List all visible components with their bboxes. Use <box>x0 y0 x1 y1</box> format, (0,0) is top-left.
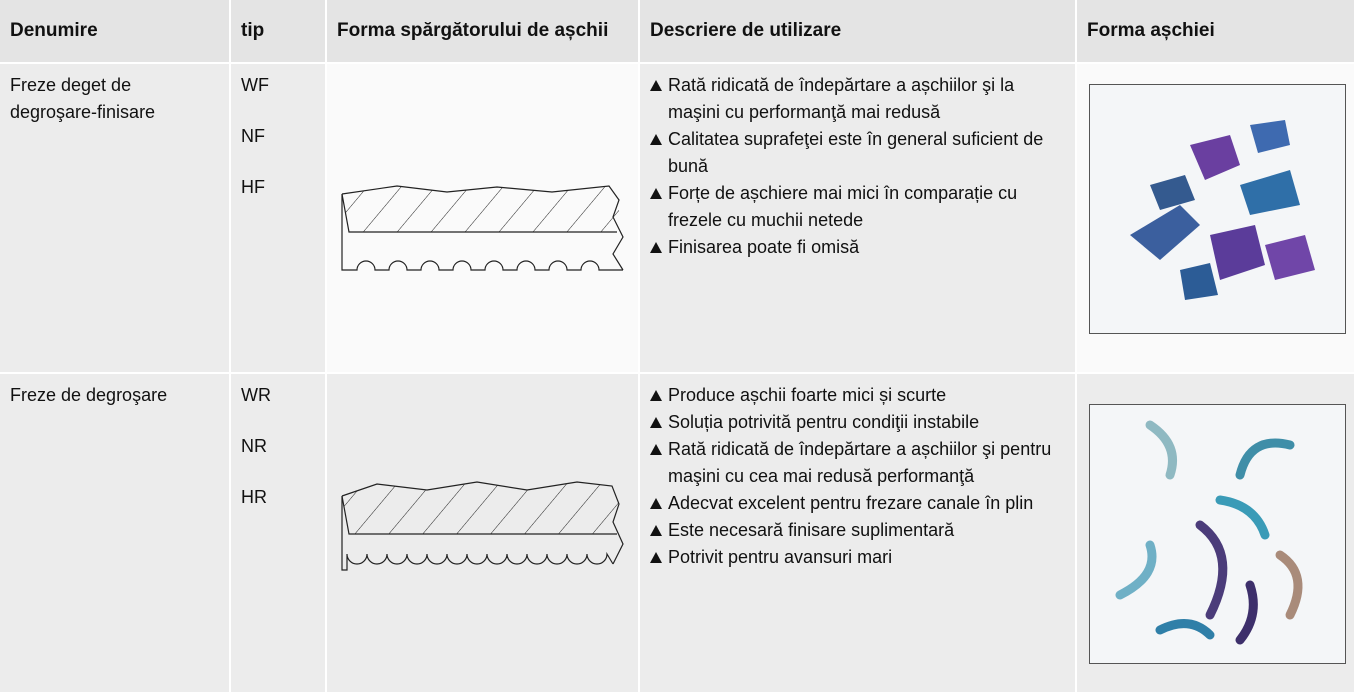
type: HF <box>241 177 265 197</box>
bullet-text: Finisarea poate fi omisă <box>668 237 860 257</box>
description-cell: Rată ridicată de îndepărtare a așchiilor… <box>640 64 1075 372</box>
header-cell: Forma spărgătorului de așchii <box>327 0 638 62</box>
chip-photo <box>1089 84 1346 334</box>
bullet-icon <box>650 188 662 199</box>
bullet-item: Este necesară finisare suplimentară <box>650 517 1065 544</box>
description-cell: Produce așchii foarte mici și scurte Solu… <box>640 374 1075 692</box>
bullet-item: Rată ridicată de îndepărtare a așchiilor… <box>650 436 1065 490</box>
bullet-text: Produce așchii foarte mici și scurte <box>668 385 947 405</box>
bullet-item: Soluția potrivită pentru condiţii instab… <box>650 409 1065 436</box>
bullet-item: Forțe de așchiere mai mici în comparație… <box>650 180 1065 234</box>
header-cell: tip <box>231 0 325 62</box>
photo-cell <box>1077 64 1354 372</box>
bullet-icon <box>650 80 662 91</box>
bullet-item: Calitatea suprafeţei este în general suf… <box>650 126 1065 180</box>
name-cell: Freze de degroşare <box>0 374 229 692</box>
profile-cell <box>327 64 638 372</box>
bullet-icon <box>650 390 662 401</box>
chip-photo <box>1089 404 1346 664</box>
type-cell: WR NR HR <box>231 374 325 692</box>
header-cell: Descriere de utilizare <box>640 0 1075 62</box>
bullet-item: Produce așchii foarte mici și scurte <box>650 382 1065 409</box>
type: NR <box>241 436 267 456</box>
type: NF <box>241 126 265 146</box>
bullet-text: Potrivit pentru avansuri mari <box>668 547 893 567</box>
bullet-text: Calitatea suprafeţei este în general suf… <box>668 129 1044 176</box>
bullet-text: Rată ridicată de îndepărtare a așchiilor… <box>668 75 1015 122</box>
bullet-icon <box>650 552 662 563</box>
bullet-icon <box>650 417 662 428</box>
type: HR <box>241 487 267 507</box>
bullet-text: Soluția potrivită pentru condiţii instab… <box>668 412 980 432</box>
type-cell: WF NF HF <box>231 64 325 372</box>
name-cell: Freze deget de degroşare-finisare <box>0 64 229 372</box>
header-cell: Forma așchiei <box>1077 0 1354 62</box>
type: WF <box>241 75 269 95</box>
bullet-text: Rată ridicată de îndepărtare a așchiilor… <box>668 439 1052 486</box>
bullet-text: Este necesară finisare suplimentară <box>668 520 955 540</box>
bullet-item: Rată ridicată de îndepărtare a așchiilor… <box>650 72 1065 126</box>
bullet-text: Forțe de așchiere mai mici în comparație… <box>668 183 1018 230</box>
profile-cell <box>327 374 638 692</box>
photo-cell <box>1077 374 1354 692</box>
header-cell: Denumire <box>0 0 229 62</box>
chip-breaker-profile <box>341 185 624 271</box>
type: WR <box>241 385 271 405</box>
bullet-icon <box>650 134 662 145</box>
bullet-item: Finisarea poate fi omisă <box>650 234 1065 261</box>
chip-breaker-profile <box>341 481 624 571</box>
bullet-text: Adecvat excelent pentru frezare canale î… <box>668 493 1034 513</box>
bullet-icon <box>650 525 662 536</box>
bullet-icon <box>650 242 662 253</box>
bullet-item: Adecvat excelent pentru frezare canale î… <box>650 490 1065 517</box>
bullet-item: Potrivit pentru avansuri mari <box>650 544 1065 571</box>
bullet-icon <box>650 444 662 455</box>
bullet-icon <box>650 498 662 509</box>
